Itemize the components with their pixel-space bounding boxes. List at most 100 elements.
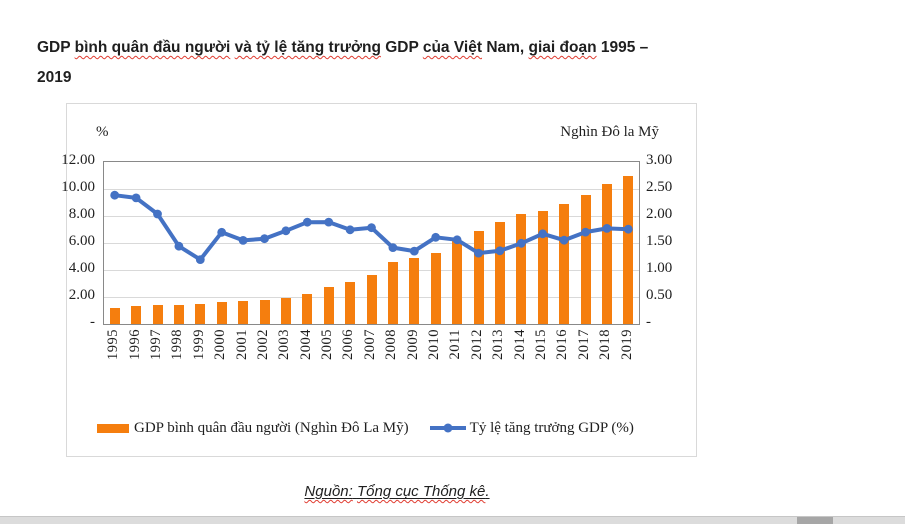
line-marker-2007 — [367, 223, 376, 233]
page-title-line1: GDP bình quân đầu người và tỷ lệ tăng tr… — [37, 33, 757, 63]
x-label-2011: 2011 — [447, 329, 464, 360]
x-label-cell: 2014 — [509, 329, 530, 381]
x-label-cell: 1997 — [146, 329, 167, 381]
x-label-cell: 2004 — [296, 329, 317, 381]
line-marker-2000 — [217, 227, 227, 237]
line-marker-2003 — [281, 226, 291, 236]
line-marker-2019 — [623, 224, 633, 234]
axis-tick-label: 6.00 — [68, 233, 95, 249]
x-label-cell: 2007 — [360, 329, 381, 381]
axis-tick-label: 2.00 — [646, 206, 673, 222]
x-label-2000: 2000 — [212, 329, 229, 360]
x-label-2019: 2019 — [618, 329, 635, 360]
source-segment: . — [485, 483, 490, 500]
x-label-2009: 2009 — [404, 329, 421, 360]
axis-tick-label: 3.00 — [646, 152, 673, 168]
x-label-cell: 2018 — [595, 329, 616, 381]
x-label-cell: 2008 — [381, 329, 402, 381]
axis-tick-label: 1.50 — [646, 233, 673, 249]
x-label-2014: 2014 — [511, 329, 528, 360]
x-label-2018: 2018 — [597, 329, 614, 360]
bar-1995 — [109, 308, 120, 324]
x-label-cell: 2001 — [231, 329, 252, 381]
bar-2017 — [580, 194, 591, 324]
bar-2012 — [473, 231, 484, 324]
x-label-2006: 2006 — [340, 329, 357, 360]
x-label-2016: 2016 — [554, 329, 571, 360]
right-axis-tick-labels: 3.00 2.50 2.00 1.50 1.00 0.50 - — [646, 152, 696, 330]
source-segment-misspelled: Nguồn: — [304, 483, 353, 500]
bar-1997 — [152, 304, 163, 324]
axis-tick-label: 1.00 — [646, 260, 673, 276]
x-label-2007: 2007 — [361, 329, 378, 360]
line-marker-2005 — [324, 217, 334, 227]
x-label-cell: 2017 — [574, 329, 595, 381]
x-label-cell: 1998 — [167, 329, 188, 381]
legend-label-gdp-per-capita: GDP bình quân đầu người (Nghìn Đô La Mỹ) — [134, 419, 409, 436]
x-label-2005: 2005 — [319, 329, 336, 360]
gdp-combo-chart[interactable]: % Nghìn Đô la Mỹ 12.00 10.00 8.00 6.00 4.00 2… — [61, 103, 697, 457]
horizontal-scrollbar-track[interactable] — [0, 516, 905, 524]
x-label-cell: 2006 — [338, 329, 359, 381]
bar-2006 — [345, 281, 356, 324]
bar-2002 — [259, 300, 270, 324]
x-label-cell: 2003 — [274, 329, 295, 381]
line-marker-2017 — [581, 227, 590, 237]
x-label-2010: 2010 — [426, 329, 443, 360]
gridline — [104, 243, 639, 244]
legend-bar-swatch — [97, 423, 129, 433]
line-marker-2015 — [538, 229, 548, 239]
left-axis-tick-labels: 12.00 10.00 8.00 6.00 4.00 2.00 - — [61, 152, 98, 330]
x-label-cell: 2016 — [552, 329, 573, 381]
x-label-2002: 2002 — [254, 329, 271, 360]
axis-tick-label: 4.00 — [68, 260, 95, 276]
axis-tick-label: - — [646, 314, 651, 330]
title-segment: GDP — [37, 39, 75, 56]
bar-2007 — [366, 275, 377, 324]
bar-2009 — [409, 258, 420, 324]
x-label-1998: 1998 — [169, 329, 186, 360]
title-segment-misspelled: và tỷ lệ tăng trưởng — [234, 39, 381, 56]
chart-legend: GDP bình quân đầu người (Nghìn Đô La Mỹ)… — [97, 417, 634, 439]
axis-tick-label: 12.00 — [61, 152, 95, 168]
line-marker-2013 — [495, 246, 505, 256]
line-marker-1999 — [195, 255, 205, 264]
x-label-2004: 2004 — [297, 329, 314, 360]
line-marker-2004 — [302, 217, 312, 227]
axis-tick-label: 2.00 — [68, 287, 95, 303]
line-series — [110, 190, 633, 264]
bar-2019 — [623, 176, 634, 324]
x-label-2015: 2015 — [533, 329, 549, 360]
bar-1999 — [195, 304, 206, 324]
bar-2015 — [537, 211, 548, 324]
bar-2003 — [280, 297, 291, 324]
title-segment: 1995 – — [596, 39, 649, 56]
bar-1996 — [131, 305, 142, 324]
axis-tick-label: 8.00 — [68, 206, 95, 222]
bar-2016 — [559, 204, 570, 324]
line-marker-2014 — [516, 238, 526, 248]
line-marker-2016 — [559, 235, 569, 245]
line-marker-2011 — [452, 235, 462, 245]
x-label-cell: 2013 — [488, 329, 509, 381]
line-marker-1996 — [131, 193, 141, 203]
bar-2005 — [323, 286, 334, 324]
axis-tick-label: 2.50 — [646, 179, 673, 195]
x-label-1995: 1995 — [105, 329, 122, 360]
x-label-cell: 2012 — [467, 329, 488, 381]
bar-2001 — [238, 301, 249, 324]
bar-2018 — [601, 184, 612, 324]
line-marker-2001 — [238, 236, 248, 245]
title-segment: Nam, — [482, 39, 529, 56]
x-label-cell: 1996 — [124, 329, 145, 381]
bar-2010 — [430, 252, 441, 324]
title-segment-misspelled: bình quân đầu người — [74, 39, 231, 56]
x-label-2001: 2001 — [233, 329, 250, 360]
x-label-cell: 2010 — [424, 329, 445, 381]
source-caption: Nguồn: Tổng cục Thống kê. — [0, 483, 794, 500]
line-marker-1997 — [153, 209, 162, 219]
horizontal-scrollbar-thumb[interactable] — [797, 517, 833, 524]
line-marker-2006 — [345, 225, 355, 235]
x-label-1999: 1999 — [190, 329, 207, 360]
page-title-line2: 2019 — [37, 69, 72, 86]
